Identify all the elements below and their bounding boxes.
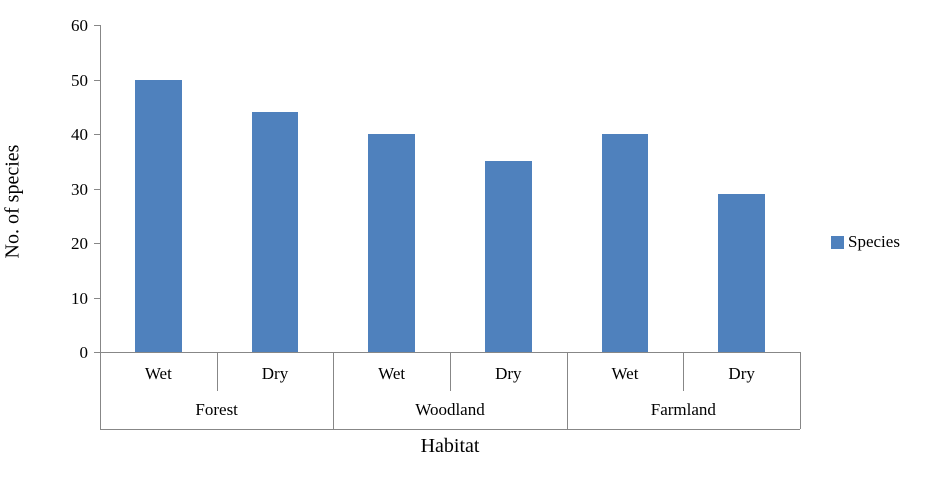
category-label: Wet [611,364,639,383]
group-label: Farmland [650,400,716,419]
legend-swatch-icon [831,235,844,249]
y-tick-label: 30 [71,179,88,199]
y-tick-label: 10 [71,288,88,308]
bar [368,134,415,352]
group-separator [800,352,801,429]
category-label: Dry [728,364,755,383]
group-separator [566,352,568,429]
bar [135,79,182,352]
legend-label: Species [848,232,900,251]
y-tick-label: 20 [71,234,88,253]
y-tick-mark [94,79,100,81]
y-tick-mark [94,352,100,353]
category-label: Wet [144,364,172,383]
category-separator [683,352,685,391]
y-tick-mark [94,297,100,299]
legend: Species [831,232,900,252]
y-tick-label: 60 [71,16,88,35]
y-tick-label: 50 [71,70,88,90]
group-separator [333,352,335,429]
group-label: Woodland [415,400,485,419]
x-axis-line [94,352,800,353]
y-tick-mark [94,243,100,244]
bar [718,193,765,352]
bar [601,134,649,352]
y-tick-label: 40 [71,125,88,144]
y-axis-title: No. of species [1,144,24,259]
y-tick-mark [94,188,100,190]
category-label: Dry [261,364,289,383]
y-tick-mark [94,25,100,26]
group-label: Forest [195,400,238,419]
x-axis-title: Habitat [420,435,480,457]
group-separator [100,352,101,429]
bar [485,161,532,352]
category-separator [450,352,451,391]
bar [251,112,299,352]
y-tick-mark [94,134,100,135]
category-axis-bottom-line [100,429,800,430]
category-label: Wet [378,364,406,383]
y-axis-line [100,25,101,352]
y-tick-label: 0 [79,343,89,362]
category-separator [216,352,218,391]
category-label: Dry [495,364,522,383]
